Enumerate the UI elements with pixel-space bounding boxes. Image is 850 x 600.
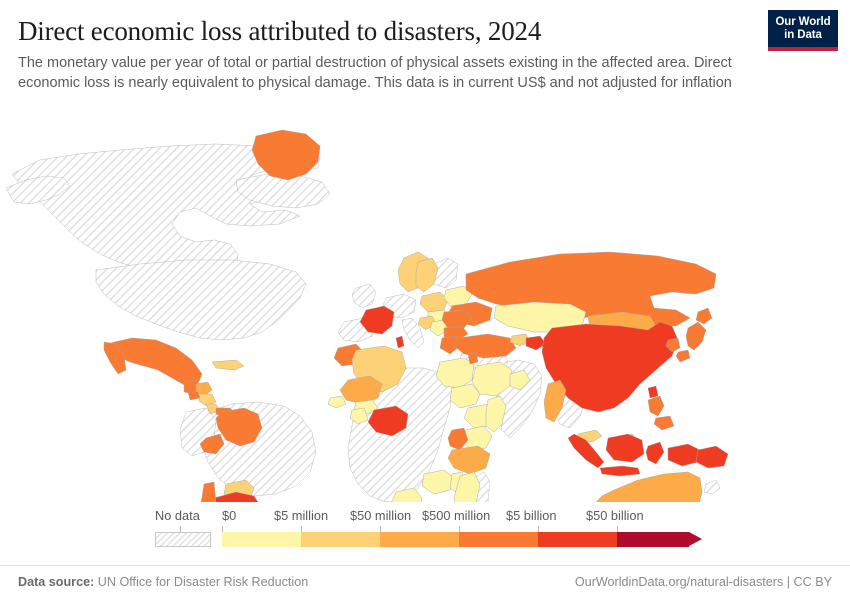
country-namibia (391, 487, 423, 502)
chart-subtitle: The monetary value per year of total or … (18, 55, 732, 91)
license-link[interactable]: OurWorldinData.org/natural-disasters | C… (574, 575, 832, 589)
legend-no-data-label: No data (155, 508, 200, 523)
legend-tick-2 (380, 526, 381, 532)
country-italy (401, 317, 425, 349)
country-uganda (447, 427, 469, 451)
legend-tick-label-2: $50 million (350, 508, 412, 523)
legend-labels: No data $0 $5 million $50 million $500 m… (0, 508, 850, 526)
country-azerbaijan (525, 335, 547, 351)
legend-tick-5 (617, 526, 618, 532)
owid-logo[interactable]: Our World in Data (768, 10, 838, 51)
country-egypt (435, 357, 475, 389)
country-indonesia-borneo (605, 433, 645, 463)
map-svg (5, 129, 729, 502)
country-philippines-south (653, 415, 675, 431)
legend-tick-label-0: $0 (222, 508, 237, 523)
map-legend: No data $0 $5 million $50 million $500 m… (0, 508, 850, 554)
data-source-label: Data source: (18, 575, 95, 589)
country-australia (595, 471, 703, 502)
logo-line-1: Our World (775, 16, 831, 28)
country-chile (201, 481, 217, 502)
country-senegal (327, 395, 347, 409)
country-indonesia-papua (667, 443, 701, 467)
country-ecuador (199, 433, 225, 455)
countries-valued (103, 129, 729, 502)
country-uk-ireland (351, 283, 377, 309)
chart-header: Direct economic loss attributed to disas… (18, 8, 832, 93)
data-source-value: UN Office for Disaster Risk Reduction (97, 575, 309, 589)
country-south-korea (665, 337, 681, 353)
country-indonesia-sumatra (567, 433, 605, 469)
chart-footer: Data source: UN Office for Disaster Risk… (0, 565, 850, 600)
legend-bin-2[interactable] (380, 532, 459, 547)
country-indonesia-java (599, 465, 641, 477)
country-sweden (415, 257, 439, 293)
country-papua-new-guinea (695, 445, 729, 469)
legend-tick-0 (222, 526, 223, 532)
country-japan-south (675, 349, 691, 363)
legend-tick-label-4: $5 billion (506, 508, 557, 523)
country-zambia (421, 469, 455, 495)
country-philippines (647, 395, 665, 417)
country-japan (685, 321, 707, 351)
country-tanzania (447, 445, 491, 475)
country-colombia (215, 407, 263, 447)
legend-bin-5[interactable] (617, 532, 689, 547)
legend-tick-no-data (180, 526, 181, 532)
country-greenland (251, 129, 321, 181)
legend-tick-3 (459, 526, 460, 532)
country-poland (419, 291, 449, 313)
legend-tick-1 (301, 526, 302, 532)
country-georgia (509, 333, 531, 347)
legend-tick-label-1: $5 million (274, 508, 329, 523)
country-romania (441, 309, 473, 329)
page-title: Direct economic loss attributed to disas… (18, 16, 542, 46)
country-honduras (195, 381, 213, 397)
country-bulgaria (443, 325, 469, 341)
legend-arrow-icon (689, 532, 702, 546)
legend-bin-3[interactable] (459, 532, 538, 547)
country-argentina (212, 491, 259, 502)
legend-bin-0[interactable] (222, 532, 301, 547)
legend-tick-4 (538, 526, 539, 532)
legend-bin-4[interactable] (538, 532, 617, 547)
country-baja (103, 341, 127, 375)
country-france (359, 305, 395, 335)
country-myanmar (543, 379, 567, 423)
country-saudi-arabia (471, 361, 513, 397)
country-israel (467, 351, 479, 365)
country-united-states (95, 259, 307, 341)
legend-bin-1[interactable] (301, 532, 380, 547)
world-map[interactable] (0, 112, 850, 502)
country-el-salvador (187, 391, 201, 401)
country-japan-north (695, 307, 713, 325)
country-ghana (349, 407, 369, 425)
country-sudan (449, 383, 481, 409)
legend-no-data-swatch[interactable] (155, 532, 211, 547)
country-greece (439, 335, 461, 355)
country-mozambique (453, 471, 481, 502)
legend-tick-label-3: $500 million (422, 508, 491, 523)
country-china (541, 321, 679, 413)
country-taiwan (647, 385, 659, 399)
country-alaska (5, 175, 71, 205)
country-turkey (453, 333, 517, 359)
country-new-caledonia (703, 479, 721, 495)
logo-line-2: in Data (784, 28, 822, 41)
country-indonesia-sulawesi (645, 441, 665, 465)
country-corsica (395, 335, 405, 349)
data-source: Data source: UN Office for Disaster Risk… (18, 575, 308, 589)
country-oman (509, 369, 531, 391)
country-cuba (211, 359, 245, 371)
country-nigeria (367, 405, 409, 437)
country-somalia (485, 395, 507, 433)
legend-tick-label-5: $50 billion (586, 508, 644, 523)
